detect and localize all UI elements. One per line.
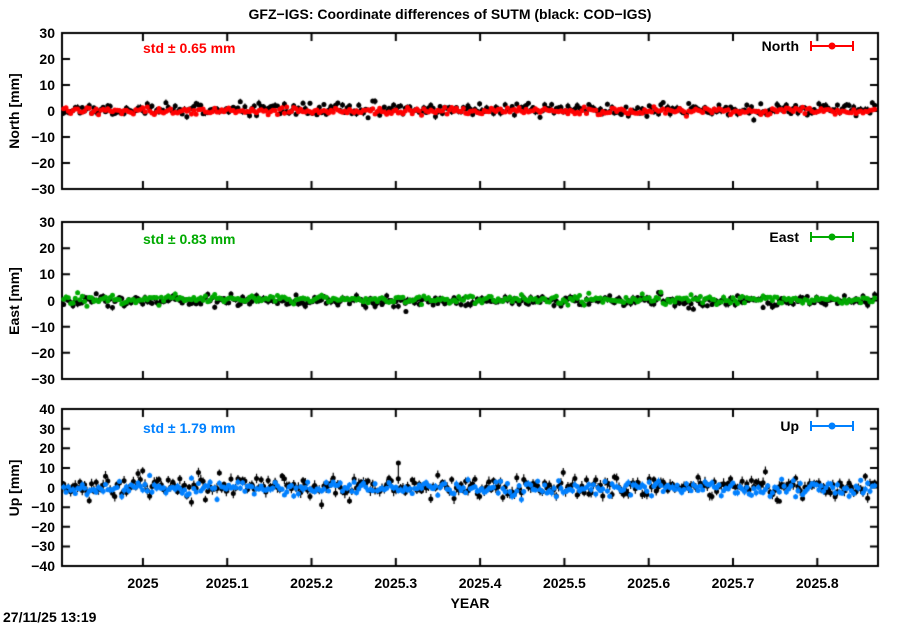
y-tick-label: 20 xyxy=(39,440,55,457)
x-tick-label: 2025.3 xyxy=(374,575,418,591)
y-tick-label: 30 xyxy=(39,420,55,437)
x-tick-label: 2025.1 xyxy=(205,575,249,591)
y-tick-label: 30 xyxy=(39,25,55,41)
x-axis-label: YEAR xyxy=(450,595,490,611)
x-tick-label: 2025.2 xyxy=(290,575,333,591)
plot-timestamp: 27/11/25 13:19 xyxy=(3,609,97,625)
y-tick-label: 20 xyxy=(39,51,55,67)
y-tick-label: 10 xyxy=(39,77,55,93)
y-tick-label: −20 xyxy=(31,155,55,171)
legend-errorbar-sample-up xyxy=(810,421,854,431)
legend-errorbar-sample-east xyxy=(810,232,854,242)
legend-label-east: East xyxy=(769,229,799,245)
x-tick-label: 2025.4 xyxy=(458,575,502,591)
y-tick-label: −10 xyxy=(31,318,55,335)
legend-label-up: Up xyxy=(780,418,799,434)
y-tick-label: −30 xyxy=(31,181,55,197)
y-tick-label: −40 xyxy=(31,558,55,574)
y-tick-label: 0 xyxy=(47,103,55,119)
x-tick-label: 2025.6 xyxy=(627,575,671,591)
std-label-up: std ± 1.79 mm xyxy=(143,420,236,436)
std-label-east: std ± 0.83 mm xyxy=(143,231,236,247)
x-tick-label: 2025.5 xyxy=(542,575,586,591)
chart-title: GFZ−IGS: Coordinate differences of SUTM … xyxy=(248,6,652,22)
y-tick-label: −10 xyxy=(31,499,55,516)
legend-east: East xyxy=(769,229,856,245)
y-tick-label: 0 xyxy=(47,292,55,309)
std-label-north: std ± 0.65 mm xyxy=(143,40,236,56)
y-tick-label: 10 xyxy=(39,266,55,283)
legend-label-north: North xyxy=(761,38,799,54)
y-tick-label: 40 xyxy=(39,401,55,417)
x-tick-label: 2025 xyxy=(127,575,159,591)
y-tick-label: 10 xyxy=(39,459,55,476)
y-tick-label: −20 xyxy=(31,518,55,535)
legend-up: Up xyxy=(780,418,856,434)
y-tick-label: −20 xyxy=(31,344,55,361)
y-tick-label: −10 xyxy=(31,129,55,145)
y-tick-label: −30 xyxy=(31,538,55,555)
legend-north: North xyxy=(762,38,856,54)
y-tick-label: 0 xyxy=(47,479,55,496)
x-tick-label: 2025.7 xyxy=(711,575,755,591)
y-tick-label: −30 xyxy=(31,371,55,387)
x-tick-label: 2025.8 xyxy=(795,575,839,591)
y-tick-label: 20 xyxy=(39,240,55,257)
legend-errorbar-sample-north xyxy=(810,41,854,51)
y-tick-label: 30 xyxy=(39,214,55,230)
